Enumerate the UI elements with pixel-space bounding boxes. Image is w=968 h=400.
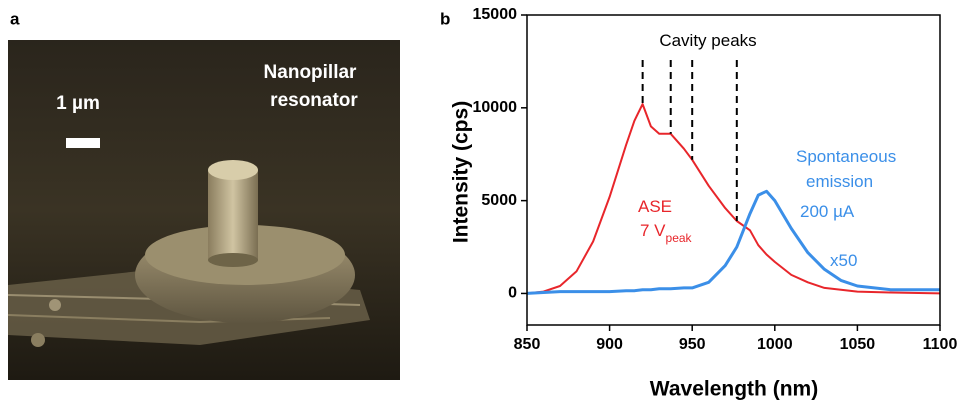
x-axis-label: Wavelength (nm) <box>650 378 818 400</box>
panel-label: b <box>440 9 450 28</box>
y-tick-label: 0 <box>508 285 517 302</box>
x-tick-label: 1050 <box>840 336 876 353</box>
x-tick-label: 1100 <box>923 336 958 353</box>
title-line: Nanopillar <box>264 62 358 83</box>
series-line <box>526 103 941 295</box>
x-tick-label: 850 <box>514 336 541 353</box>
x-tick-label: 950 <box>679 336 706 353</box>
scale-bar-label: 1 µm <box>56 93 100 114</box>
annotation-text: 200 µA <box>800 202 855 221</box>
annotation: Cavity peaks <box>659 31 756 50</box>
annotation: 200 µA <box>800 202 855 221</box>
annotation-text: 7 V <box>640 221 666 240</box>
panel-label: a <box>10 9 20 28</box>
y-tick-label: 5000 <box>481 192 517 209</box>
x-tick-label: 1000 <box>757 336 793 353</box>
title-line: resonator <box>270 90 358 111</box>
annotation: emission <box>806 172 873 191</box>
series-line <box>526 189 940 295</box>
annotation-text: ASE <box>638 197 672 216</box>
plot-frame <box>526 14 941 326</box>
annotation: x50 <box>830 251 857 270</box>
annotation-text: emission <box>806 172 873 191</box>
sem-image <box>7 40 400 380</box>
x-tick-label: 900 <box>596 336 623 353</box>
annotation-text: Spontaneous <box>796 147 896 166</box>
annotation-subscript: peak <box>666 231 693 245</box>
y-tick-label: 15000 <box>473 6 518 23</box>
annotation-text: Cavity peaks <box>659 31 756 50</box>
y-axis-label: Intensity (cps) <box>450 101 473 243</box>
annotation: 7 Vpeak <box>640 221 693 245</box>
y-tick-label: 10000 <box>473 99 518 116</box>
annotation: Spontaneous <box>796 147 896 166</box>
annotation: ASE <box>638 197 672 216</box>
annotation-text: x50 <box>830 251 857 270</box>
